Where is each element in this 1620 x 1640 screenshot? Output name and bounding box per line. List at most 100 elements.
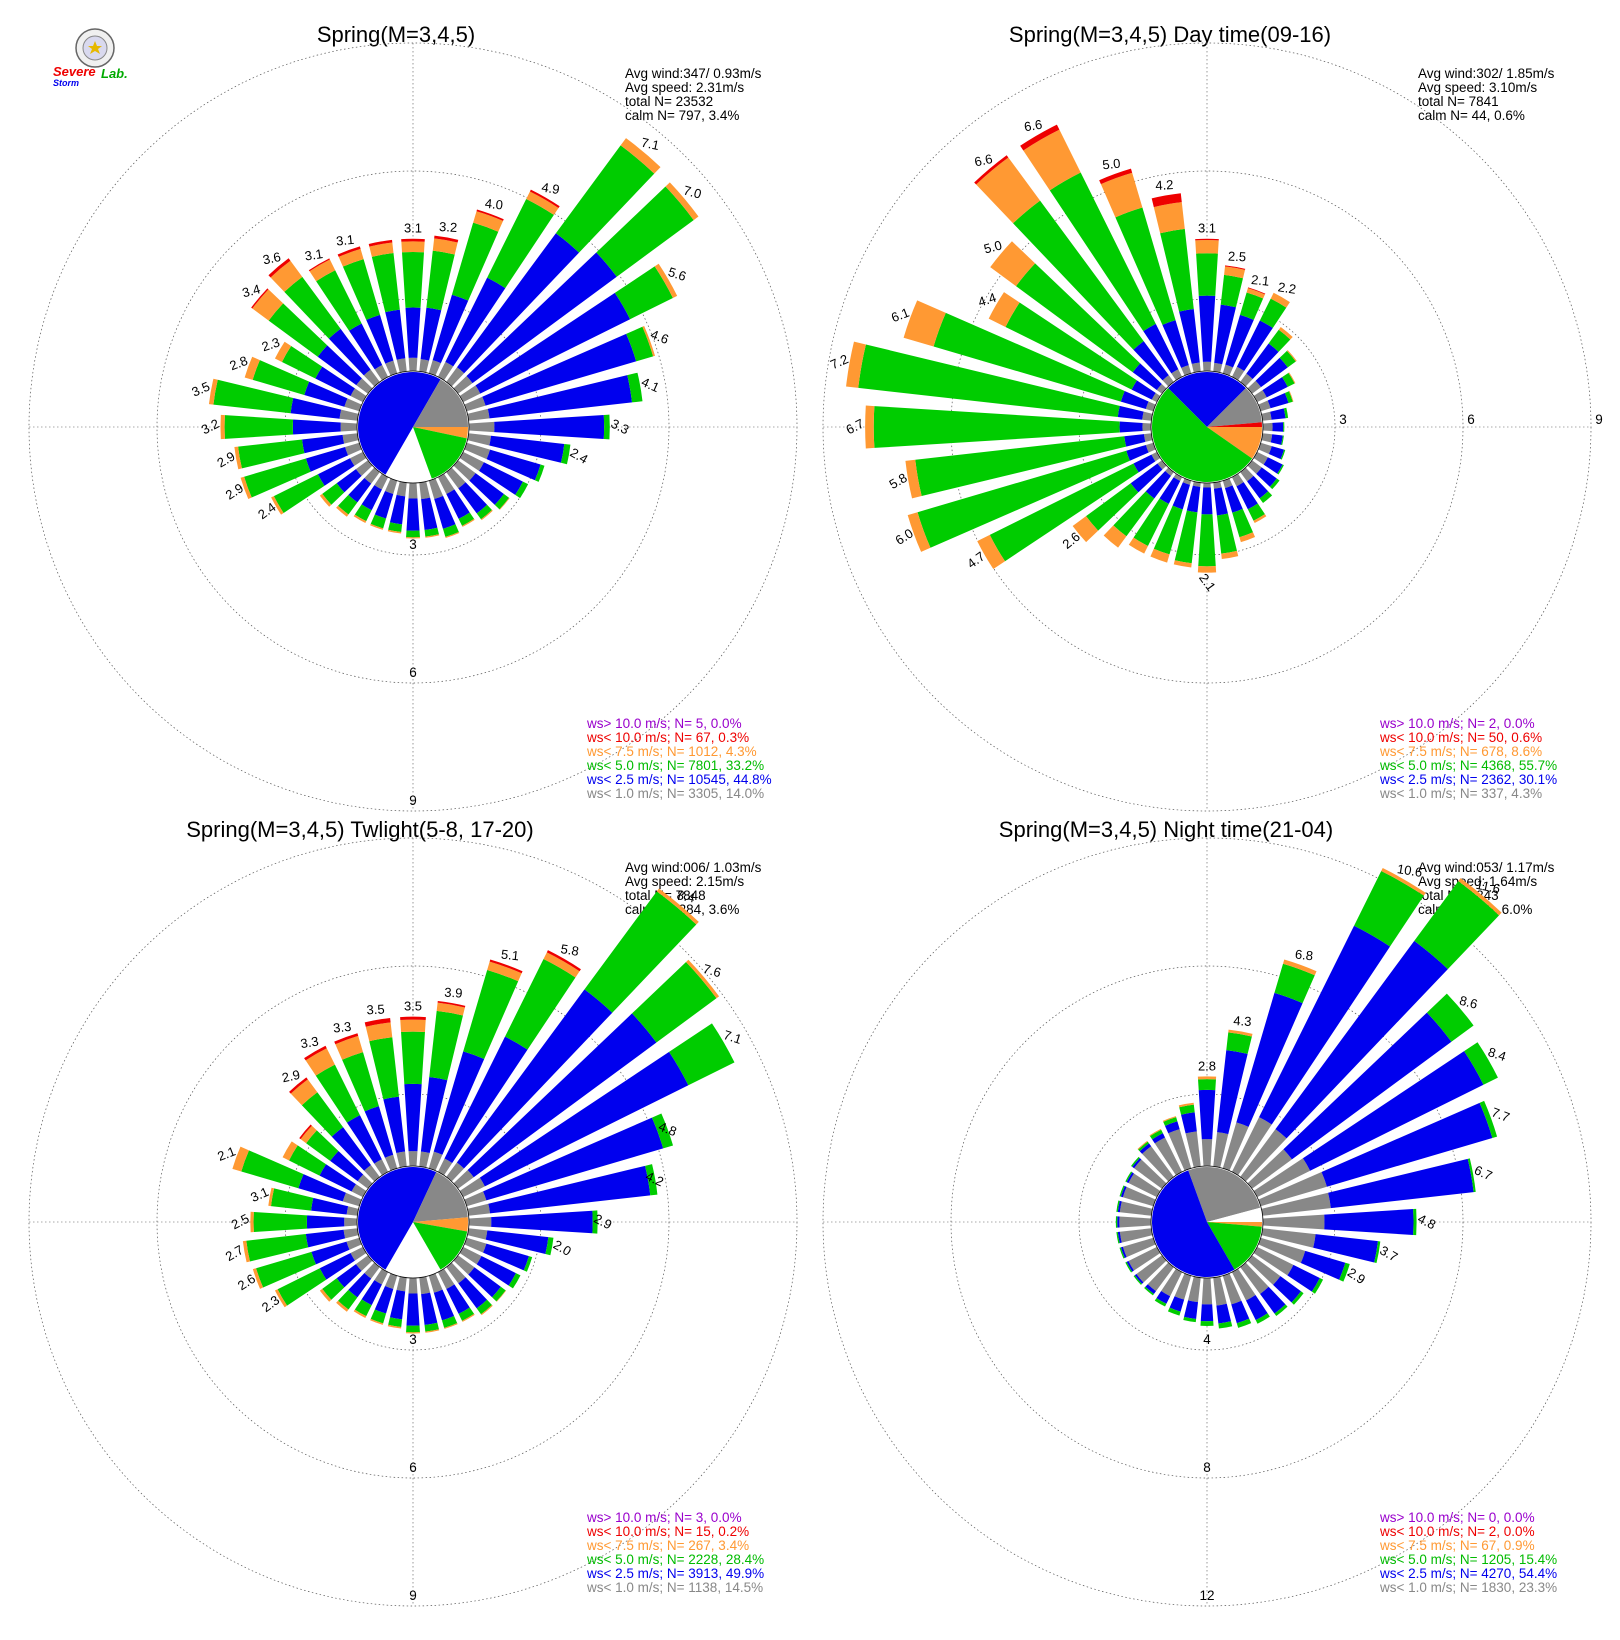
bar-total-label: 4.8 <box>1415 1211 1438 1233</box>
bar-segment-green <box>487 198 554 289</box>
bar-segment-blue <box>1181 1112 1197 1134</box>
bar-segment-orange <box>400 1019 426 1032</box>
bar-segment-green <box>1160 228 1194 312</box>
bar-segment-green <box>1467 1158 1476 1193</box>
bar-segment-green <box>1198 514 1216 567</box>
bar-segment-green <box>645 1164 658 1196</box>
bar-segment-gray <box>1258 1237 1306 1263</box>
bar-total-label: 3.3 <box>332 1019 352 1036</box>
bar-segment-green <box>1426 993 1474 1042</box>
bar-segment-green <box>1133 498 1169 546</box>
bar-segment-orange <box>1197 1076 1217 1080</box>
bar-segment-orange <box>665 182 699 221</box>
bar-segment-gray <box>1188 1276 1201 1303</box>
bar-total-label: 7.0 <box>682 183 703 202</box>
bar-segment-orange <box>462 518 475 527</box>
bar-segment-blue <box>432 294 469 364</box>
bar-segment-gray <box>464 396 486 412</box>
bar-segment-blue <box>1120 391 1149 409</box>
bar-segment-blue <box>374 1285 394 1314</box>
bar-segment-gray <box>459 1177 485 1198</box>
bar-segment-red <box>304 1045 327 1061</box>
bar-total-label: 8.6 <box>1458 993 1479 1012</box>
bar-segment-orange <box>319 1288 332 1302</box>
bar-segment-blue <box>1256 467 1277 487</box>
bar-segment-blue <box>479 1051 689 1187</box>
bar-total-label: 6.8 <box>1294 947 1314 964</box>
bar-segment-blue <box>1247 475 1269 499</box>
bar-segment-red <box>289 1077 308 1094</box>
calm-wedge-gray <box>413 1172 468 1222</box>
bar-segment-orange <box>1173 560 1192 568</box>
bar-segment-orange <box>274 1289 288 1308</box>
legend-ws-lt-7-5: ws< 7.5 m/s; N= 267, 3.4% <box>586 1538 749 1553</box>
bar-segment-blue <box>1126 1172 1134 1184</box>
bar-segment-green <box>614 266 673 320</box>
bar-segment-orange <box>234 446 242 470</box>
bar-segment-gray <box>1119 1216 1152 1228</box>
bar-segment-green <box>306 1130 339 1161</box>
bar-segment-red <box>1225 265 1246 270</box>
bar-segment-blue <box>383 1096 406 1154</box>
bar-total-label: 3.4 <box>241 281 262 300</box>
bar-segment-gray <box>364 1164 380 1182</box>
bar-segment-green <box>476 504 492 520</box>
bar-segment-green <box>370 1309 387 1324</box>
bar-segment-green <box>933 312 1125 402</box>
bar-segment-orange <box>401 241 425 253</box>
bar-segment-green <box>371 253 400 313</box>
bar-segment-blue <box>1132 1157 1142 1169</box>
bar-segment-gray <box>1122 1186 1156 1207</box>
bar-total-label: 7.6 <box>701 961 722 980</box>
bar-total-label: 3.1 <box>304 246 324 264</box>
bar-segment-gray <box>385 360 398 376</box>
bar-segment-green <box>322 483 345 505</box>
bar-segment-orange <box>1149 1128 1162 1137</box>
bar-segment-green <box>1154 1298 1167 1307</box>
bar-segment-orange <box>480 509 493 521</box>
bar-segment-gray <box>419 1276 431 1295</box>
bar-total-label: 2.1 <box>1250 272 1270 289</box>
bar-segment-green <box>1216 513 1237 554</box>
bar-segment-green <box>1198 1079 1216 1091</box>
legend-ws-lt-10: ws< 10.0 m/s; N= 15, 0.2% <box>586 1524 749 1539</box>
bar-segment-orange <box>300 1125 317 1144</box>
bar-segment-orange <box>252 1268 264 1289</box>
bar-segment-gray <box>468 1217 492 1227</box>
bar-segment-blue <box>1184 1300 1199 1320</box>
bar-segment-blue <box>292 419 341 435</box>
bar-segment-blue <box>1236 992 1303 1127</box>
legend-ws-lt-1: ws< 1.0 m/s; N= 1138, 14.5% <box>586 1580 763 1595</box>
bar-segment-red <box>434 235 459 243</box>
bar-segment-orange <box>977 534 1006 569</box>
bar-segment-green <box>1279 350 1296 368</box>
bar-segment-gray <box>1202 361 1212 372</box>
bar-segment-blue <box>1131 380 1156 400</box>
bar-segment-orange <box>499 497 510 510</box>
bar-total-label: 3.7 <box>1377 1243 1400 1265</box>
logo-text-lab: Lab. <box>101 66 128 81</box>
bar-segment-blue <box>1216 1303 1232 1324</box>
bar-segment-orange <box>496 1290 507 1302</box>
bar-total-label: 4.8 <box>657 1119 679 1139</box>
bar-segment-blue <box>434 495 456 529</box>
calm-wedge-orange <box>413 427 468 439</box>
bar-total-label: 2.1 <box>215 1143 237 1163</box>
bar-segment-blue <box>421 1292 438 1326</box>
bar-segment-orange <box>1381 868 1426 896</box>
bar-segment-blue <box>1119 421 1143 433</box>
bar-segment-blue <box>433 1289 455 1321</box>
bar-segment-green <box>1049 172 1156 332</box>
bar-segment-orange <box>988 292 1020 327</box>
bar-segment-green <box>1354 871 1424 947</box>
bar-total-label: 7.2 <box>828 351 851 372</box>
bar-segment-orange <box>1128 537 1148 554</box>
bar-segment-gray <box>1213 1132 1229 1168</box>
bar-segment-blue <box>1179 309 1200 364</box>
bar-segment-green <box>1119 1185 1125 1197</box>
calm-hub-outline <box>356 1165 470 1279</box>
bar-segment-red <box>268 258 291 278</box>
calm-wedge-red <box>1207 422 1262 427</box>
calm-wedge-white <box>1207 1207 1262 1222</box>
